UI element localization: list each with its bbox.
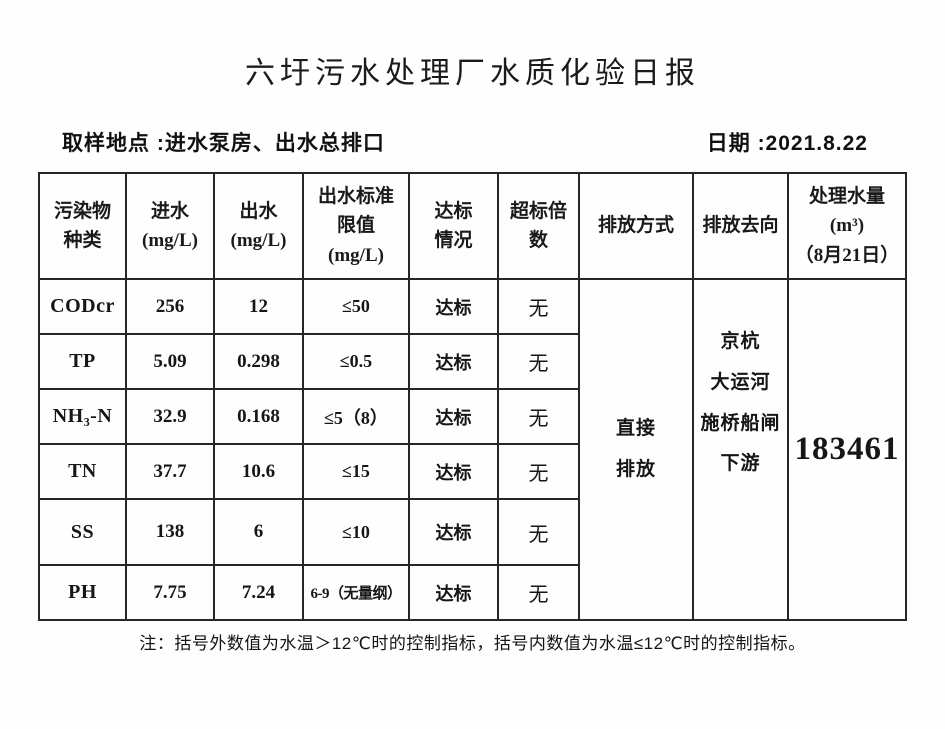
- table-row-tn: TN 37.7 10.6 ≤15 达标 无: [38, 443, 906, 500]
- cell-status: 达标: [408, 388, 499, 445]
- table-header-row: 污染物 种类 进水 (mg/L) 出水 (mg/L) 出水标准 限值 (mg/L…: [38, 172, 907, 280]
- row-label: TP: [38, 333, 127, 390]
- cell-limit: 6-9（无量纲）: [302, 564, 410, 621]
- cell-influent: 37.7: [125, 443, 215, 500]
- header-effluent-limit: 出水标准 限值 (mg/L): [302, 172, 410, 280]
- header-treated-volume: 处理水量 (m³) （8月21日）: [787, 172, 907, 280]
- header-discharge-destination: 排放去向: [692, 172, 789, 280]
- cell-influent: 256: [125, 278, 215, 335]
- cell-exceedance: 无: [497, 278, 580, 335]
- page-title: 六圩污水处理厂水质化验日报: [245, 57, 700, 90]
- header-compliance-status: 达标 情况: [408, 172, 499, 280]
- water-quality-table: 污染物 种类 进水 (mg/L) 出水 (mg/L) 出水标准 限值 (mg/L…: [38, 172, 907, 621]
- cell-exceedance: 无: [497, 564, 580, 621]
- cell-influent: 138: [125, 498, 215, 566]
- cell-status: 达标: [408, 498, 499, 566]
- cell-status: 达标: [408, 564, 499, 621]
- header-pollutant-type: 污染物 种类: [38, 172, 127, 280]
- cell-influent: 5.09: [125, 333, 215, 390]
- cell-influent: 32.9: [125, 388, 215, 445]
- header-exceedance-multiple: 超标倍 数: [497, 172, 580, 280]
- cell-status: 达标: [408, 443, 499, 500]
- row-label: CODcr: [38, 278, 127, 335]
- cell-exceedance: 无: [497, 333, 580, 390]
- table-row-tp: TP 5.09 0.298 ≤0.5 达标 无: [38, 333, 906, 390]
- row-label: TN: [38, 443, 127, 500]
- table-row-ss: SS 138 6 ≤10 达标 无: [38, 498, 906, 566]
- row-label: SS: [38, 498, 127, 566]
- cell-limit: ≤5（8）: [302, 388, 410, 445]
- cell-exceedance: 无: [497, 443, 580, 500]
- cell-limit: ≤10: [302, 498, 410, 566]
- discharge-destination-text: 京杭 大运河 施桥船闸 下游: [700, 330, 781, 475]
- cell-effluent: 0.168: [213, 388, 304, 445]
- footnote: 注：括号外数值为水温＞12℃时的控制指标，括号内数值为水温≤12℃时的控制指标。: [139, 634, 806, 653]
- sampling-location-label: 取样地点 :进水泵房、出水总排口: [62, 132, 385, 155]
- header-effluent: 出水 (mg/L): [213, 172, 304, 280]
- cell-discharge-destination: 京杭 大运河 施桥船闸 下游: [692, 278, 789, 621]
- row-label: PH: [38, 564, 127, 621]
- cell-limit: ≤50: [302, 278, 410, 335]
- cell-exceedance: 无: [497, 388, 580, 445]
- cell-status: 达标: [408, 278, 499, 335]
- cell-discharge-method: 直接 排放: [578, 278, 694, 621]
- report-date-label: 日期 :2021.8.22: [706, 132, 868, 155]
- cell-effluent: 12: [213, 278, 304, 335]
- header-influent: 进水 (mg/L): [125, 172, 215, 280]
- cell-status: 达标: [408, 333, 499, 390]
- cell-effluent: 7.24: [213, 564, 304, 621]
- cell-effluent: 6: [213, 498, 304, 566]
- row-label: NH₃-N: [38, 388, 127, 445]
- cell-exceedance: 无: [497, 498, 580, 566]
- cell-effluent: 10.6: [213, 443, 304, 500]
- header-discharge-method: 排放方式: [578, 172, 694, 280]
- table-row-nh3n: NH₃-N 32.9 0.168 ≤5（8） 达标 无: [38, 388, 906, 445]
- table-row-ph: PH 7.75 7.24 6-9（无量纲） 达标 无: [38, 564, 906, 621]
- cell-treated-volume: 183461: [787, 278, 907, 621]
- cell-limit: ≤0.5: [302, 333, 410, 390]
- cell-effluent: 0.298: [213, 333, 304, 390]
- table-row-codcr: CODcr 256 12 ≤50 达标 无 直接 排放 京杭 大运河 施桥船闸 …: [38, 278, 907, 621]
- cell-limit: ≤15: [302, 443, 410, 500]
- cell-influent: 7.75: [125, 564, 215, 621]
